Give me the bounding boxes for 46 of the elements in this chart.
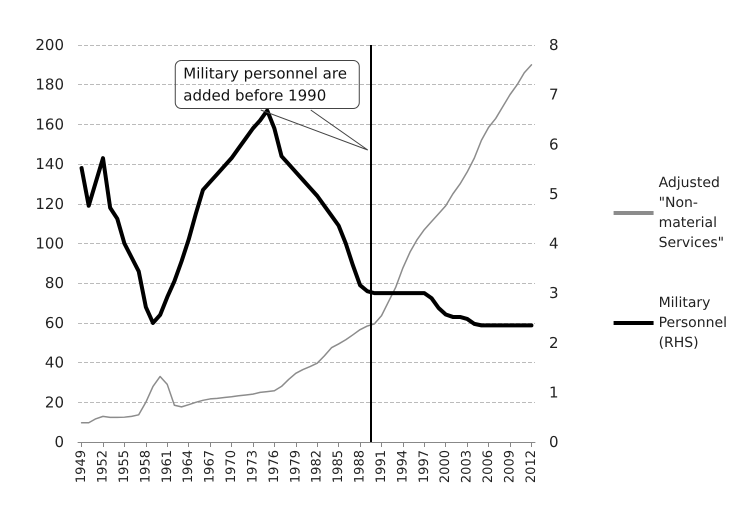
- line-series: [80, 64, 532, 424]
- y-tick-label: 200: [35, 36, 64, 54]
- x-tick-label: 1976: [266, 450, 282, 484]
- y2-tick-label: 2: [549, 334, 559, 352]
- x-tick-label: 1964: [181, 450, 196, 484]
- y2-tick-label: 8: [549, 36, 559, 54]
- y2-tick-label: 4: [549, 234, 559, 252]
- y-tick-label: 80: [44, 274, 64, 292]
- y-tick-label: 40: [44, 354, 64, 372]
- y-tick-label: 140: [35, 155, 64, 174]
- legend-label: Military Personnel (RHS): [658, 295, 727, 351]
- x-tick-label: 1973: [245, 450, 260, 484]
- y-tick-label: 20: [44, 393, 64, 412]
- x-tick-label: 1997: [416, 450, 432, 484]
- ref-line-label: Military personnel are added before 1990: [183, 64, 352, 104]
- x-tick-label: 1985: [331, 450, 346, 484]
- legend-label: Adjusted "Non-material Services": [658, 175, 724, 251]
- y2-tick-label: 0: [549, 433, 559, 451]
- y-tick-label: 0: [54, 433, 64, 451]
- x-tick-label: 1970: [224, 450, 240, 484]
- x-tick-label: 1991: [374, 450, 389, 484]
- y-tick-label: 100: [35, 234, 64, 252]
- x-tick-label: 1979: [288, 450, 304, 484]
- y2-tick-label: 6: [549, 135, 559, 154]
- y-tick-label: 60: [44, 314, 64, 332]
- y2-tick-label: 7: [549, 86, 559, 104]
- y2-tick-label: 5: [549, 184, 559, 203]
- y2-tick-label: 1: [549, 383, 559, 402]
- x-tick-label: 2000: [438, 450, 454, 484]
- x-tick-label: 2006: [481, 450, 496, 484]
- x-tick-label: 2009: [502, 450, 518, 484]
- x-tick-label: 1958: [138, 450, 154, 484]
- x-tick-label: 1961: [160, 450, 175, 484]
- x-tick-label: 2012: [524, 450, 539, 484]
- x-tick-label: 1967: [202, 450, 218, 484]
- x-tick-label: 1994: [395, 450, 410, 484]
- x-tick-label: 1952: [95, 450, 110, 484]
- y-tick-label: 120: [35, 194, 64, 213]
- x-tick-label: 1955: [116, 450, 132, 484]
- y-tick-label: 160: [35, 115, 64, 134]
- y-tick-label: 180: [35, 76, 64, 94]
- x-tick-label: 2003: [460, 450, 475, 484]
- y2-tick-label: 3: [549, 284, 559, 302]
- x-tick-label: 1982: [310, 450, 325, 484]
- x-tick-label: 1949: [74, 450, 90, 484]
- x-tick-label: 1988: [352, 450, 368, 484]
